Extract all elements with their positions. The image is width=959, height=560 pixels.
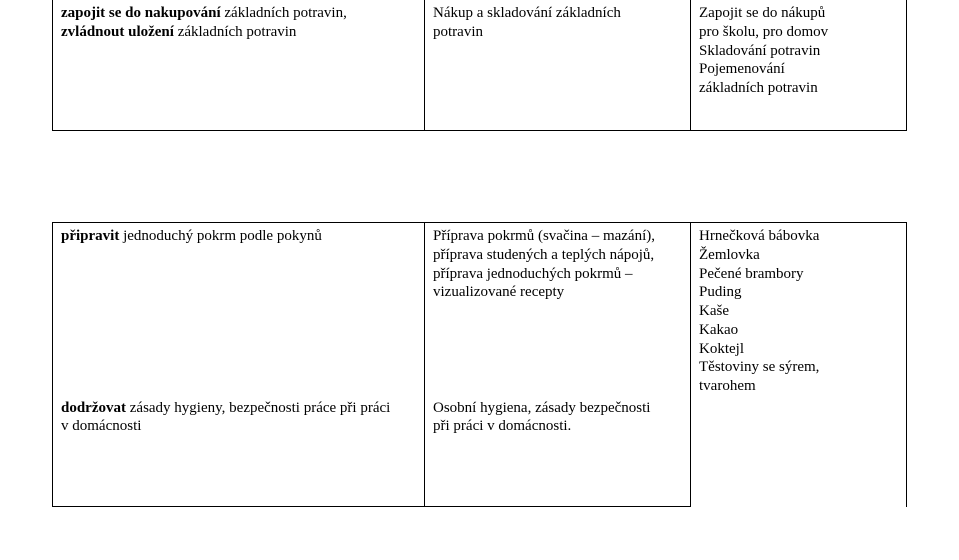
text: Kakao (699, 322, 738, 338)
text: Puding (699, 284, 742, 300)
text: jednoduchý pokrm podle pokynů (119, 228, 321, 244)
text: Žemlovka (699, 247, 760, 263)
text: příprava jednoduchých pokrmů – (433, 266, 633, 282)
text: Příprava pokrmů (svačina – mazání), (433, 228, 655, 244)
text: základních potravin (174, 24, 296, 40)
text: základních potravin, (221, 5, 347, 21)
cell-bottom-a-c3: Hrnečková bábovka Žemlovka Pečené brambo… (691, 223, 907, 507)
text: pro školu, pro domov (699, 24, 828, 40)
text: vizualizované recepty (433, 284, 564, 300)
text: Zapojit se do nákupů (699, 5, 825, 21)
text-bold: zapojit se do nakupování (61, 5, 221, 21)
text: při práci v domácnosti. (433, 418, 571, 434)
text: potravin (433, 24, 483, 40)
text-bold: zvládnout uložení (61, 24, 174, 40)
table-bottom: připravit jednoduchý pokrm podle pokynů … (52, 222, 907, 507)
text: Kaše (699, 303, 729, 319)
text: zásady hygieny, bezpečnosti práce při pr… (126, 400, 390, 416)
page: zapojit se do nakupování základních potr… (0, 0, 959, 560)
text: Skladování potravin (699, 43, 820, 59)
text: tvarohem (699, 378, 756, 394)
cell-top-c1: zapojit se do nakupování základních potr… (53, 0, 425, 130)
cell-top-c3: Zapojit se do nákupů pro školu, pro domo… (691, 0, 907, 130)
table-top: zapojit se do nakupování základních potr… (52, 0, 907, 131)
text: základních potravin (699, 80, 818, 96)
text: v domácnosti (61, 418, 141, 434)
text: Těstoviny se sýrem, (699, 359, 819, 375)
text: Pečené brambory (699, 266, 804, 282)
text: Nákup a skladování základních (433, 5, 621, 21)
text: Hrnečková bábovka (699, 228, 819, 244)
text: Koktejl (699, 341, 744, 357)
text: Osobní hygiena, zásady bezpečnosti (433, 400, 650, 416)
text: příprava studených a teplých nápojů, (433, 247, 654, 263)
cell-bottom-a-c2: Příprava pokrmů (svačina – mazání), příp… (425, 223, 691, 395)
cell-bottom-b-c2: Osobní hygiena, zásady bezpečnosti při p… (425, 395, 691, 507)
text-bold: připravit (61, 228, 119, 244)
table-bottom-row-a: připravit jednoduchý pokrm podle pokynů … (53, 223, 907, 395)
cell-top-c2: Nákup a skladování základních potravin (425, 0, 691, 130)
text-bold: dodržovat (61, 400, 126, 416)
cell-bottom-a-c1: připravit jednoduchý pokrm podle pokynů (53, 223, 425, 395)
cell-bottom-b-c1: dodržovat zásady hygieny, bezpečnosti pr… (53, 395, 425, 507)
table-top-row: zapojit se do nakupování základních potr… (53, 0, 907, 130)
text: Pojemenování (699, 61, 785, 77)
